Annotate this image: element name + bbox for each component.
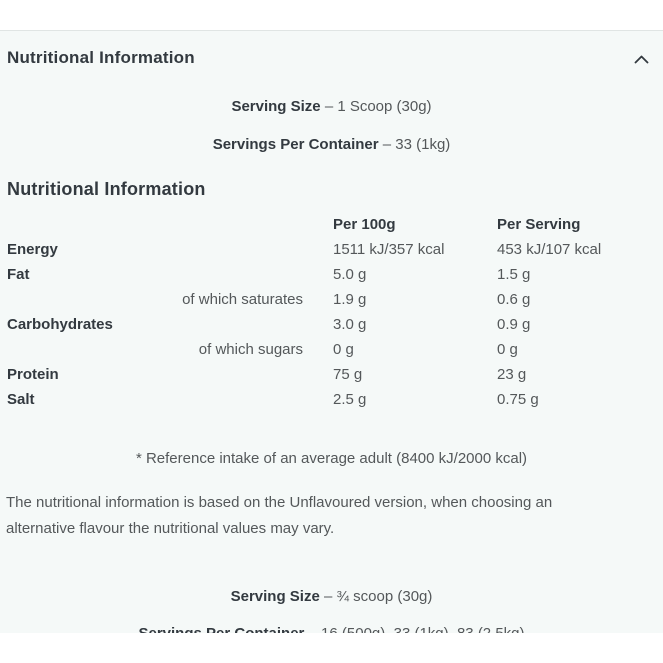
serving-size-value: – 1 Scoop (30g) [324, 98, 432, 115]
serving-size-label: Serving Size [230, 588, 320, 605]
serving-size-line-bottom: Serving Size – ¾ scoop (30g) [0, 589, 663, 605]
chevron-up-icon[interactable] [634, 55, 649, 64]
reference-intake-note: * Reference intake of an average adult (… [135, 450, 528, 467]
servings-per-container-value: – 16 (500g), 33 (1kg), 83 (2.5kg) [309, 625, 525, 634]
table-row-protein: Protein 75 g 23 g [0, 362, 663, 387]
table-row-of-which-sugars: of which sugars 0 g 0 g [0, 337, 663, 362]
per-100g-column-header: Per 100g [333, 216, 396, 233]
per-100g-value: 2.5 g [333, 391, 367, 408]
per-serving-value: 453 kJ/107 kcal [497, 241, 602, 258]
table-row-of-which-saturates: of which saturates 1.9 g 0.6 g [0, 287, 663, 312]
nutrient-sublabel: of which sugars [198, 341, 303, 358]
table-row-energy: Energy 1511 kJ/357 kcal 453 kJ/107 kcal [0, 237, 663, 262]
serving-size-value: – ¾ scoop (30g) [323, 588, 433, 605]
serving-size-label: Serving Size [231, 98, 321, 115]
per-serving-value: 0.9 g [497, 316, 531, 333]
per-serving-value: 0 g [497, 341, 518, 358]
table-row-carbohydrates: Carbohydrates 3.0 g 0.9 g [0, 312, 663, 337]
nutrient-label: Protein [7, 366, 59, 383]
nutrient-sublabel: of which saturates [182, 291, 303, 308]
per-100g-value: 75 g [333, 366, 363, 383]
per-100g-value: 1511 kJ/357 kcal [333, 241, 445, 258]
per-serving-column-header: Per Serving [497, 216, 581, 233]
nutrient-label: Energy [7, 241, 58, 258]
serving-size-line-top: Serving Size – 1 Scoop (30g) [0, 99, 663, 115]
accordion-header-nutritional-information[interactable]: Nutritional Information [0, 31, 663, 68]
per-100g-value: 0 g [333, 341, 354, 358]
flavour-disclaimer: The nutritional information is based on … [6, 494, 553, 537]
per-serving-value: 1.5 g [497, 266, 531, 283]
table-row-fat: Fat 5.0 g 1.5 g [0, 262, 663, 287]
per-100g-value: 5.0 g [333, 266, 367, 283]
per-100g-value: 3.0 g [333, 316, 367, 333]
nutrition-table: Per 100g Per Serving Energy 1511 kJ/357 … [0, 212, 663, 412]
nutritional-information-panel: Nutritional Information Serving Size – 1… [0, 30, 663, 633]
nutrition-table-header-row: Per 100g Per Serving [0, 212, 663, 237]
nutrition-table-title: Nutritional Information [7, 179, 206, 199]
servings-per-container-line-top: Servings Per Container – 33 (1kg) [0, 137, 663, 153]
nutrient-label: Salt [7, 391, 35, 408]
nutrient-label: Carbohydrates [7, 316, 113, 333]
servings-per-container-label: Servings Per Container [138, 625, 304, 634]
nutrient-label: Fat [7, 266, 30, 283]
accordion-title: Nutritional Information [7, 48, 195, 67]
servings-per-container-line-bottom: Servings Per Container – 16 (500g), 33 (… [0, 625, 663, 634]
per-serving-value: 0.6 g [497, 291, 531, 308]
table-row-salt: Salt 2.5 g 0.75 g [0, 387, 663, 412]
per-100g-value: 1.9 g [333, 291, 367, 308]
servings-per-container-value: – 33 (1kg) [382, 136, 451, 153]
per-serving-value: 23 g [497, 366, 527, 383]
top-whitespace [0, 0, 663, 30]
servings-per-container-label: Servings Per Container [212, 136, 379, 153]
per-serving-value: 0.75 g [497, 391, 539, 408]
